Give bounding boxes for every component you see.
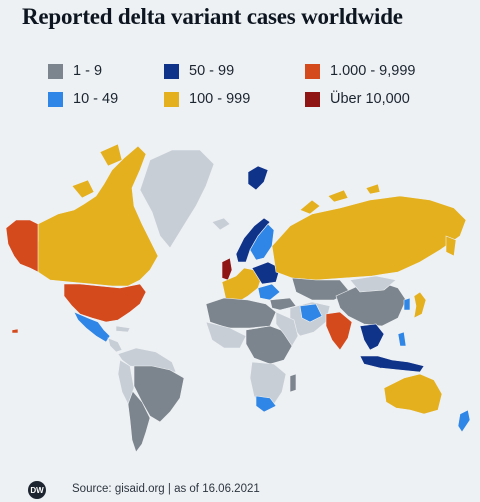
legend-swatch-10-49 <box>48 91 63 107</box>
map-title: Reported delta variant cases worldwide <box>22 4 403 29</box>
legend-item-100-999: 100 - 999 <box>164 90 250 108</box>
region-indonesia <box>359 355 425 373</box>
region-turkey <box>269 297 297 311</box>
region-mongolia <box>349 275 397 293</box>
region-svalbard <box>247 165 269 191</box>
region-iceland <box>211 217 231 231</box>
region-south-africa <box>255 395 277 413</box>
legend-label-1000-9999: 1.000 - 9,999 <box>330 63 416 79</box>
region-madagascar <box>289 373 297 393</box>
legend-label-100-999: 100 - 999 <box>189 91 251 107</box>
region-north-africa <box>205 297 277 329</box>
region-andes <box>117 359 135 405</box>
region-philippines <box>397 331 407 347</box>
region-australia <box>383 373 443 415</box>
region-uk <box>221 257 233 281</box>
region-russia <box>271 195 467 281</box>
region-hawaii <box>11 328 19 334</box>
region-iran <box>299 303 323 323</box>
legend-label-1-9: 1 - 9 <box>73 63 103 79</box>
legend-label-10-49: 10 - 49 <box>73 91 119 107</box>
region-central-africa <box>245 325 293 365</box>
legend-swatch-over-10000 <box>305 91 320 107</box>
region-central-america <box>107 337 123 353</box>
legend-swatch-100-999 <box>164 91 179 107</box>
legend-swatch-1-9 <box>48 63 63 79</box>
region-south-america-south <box>127 387 151 453</box>
region-canada-arctic <box>71 143 123 199</box>
legend-item-1000-9999: 1.000 - 9,999 <box>305 62 415 80</box>
region-west-africa <box>205 321 247 349</box>
legend-item-over-10000: Über 10,000 <box>305 90 410 108</box>
region-korea <box>403 297 411 311</box>
footer: DW Source: gisaid.org | as of 16.06.2021 <box>0 478 480 502</box>
region-east-africa <box>275 311 299 347</box>
region-usa <box>63 283 147 323</box>
region-kamchatka <box>445 235 457 257</box>
legend-item-10-49: 10 - 49 <box>48 90 118 108</box>
region-brazil <box>133 365 185 423</box>
legend: 1 - 9 50 - 99 1.000 - 9,999 10 - 49 100 … <box>0 0 480 120</box>
legend-item-1-9: 1 - 9 <box>48 62 102 80</box>
region-caribbean <box>115 325 131 333</box>
region-southeast-asia <box>359 323 385 351</box>
legend-label-50-99: 50 - 99 <box>189 63 235 79</box>
region-new-zealand <box>457 409 471 433</box>
region-japan <box>413 291 427 319</box>
region-southeast-europe <box>257 283 281 301</box>
region-alaska <box>5 219 39 273</box>
world-map <box>5 143 471 453</box>
legend-swatch-1000-9999 <box>305 63 320 79</box>
region-russian-arctic <box>299 183 381 215</box>
region-eastern-europe <box>251 261 281 285</box>
source-note: Source: gisaid.org | as of 16.06.2021 <box>72 483 260 495</box>
region-greenland <box>139 149 215 249</box>
region-canada <box>35 145 159 287</box>
legend-swatch-50-99 <box>164 63 179 79</box>
dw-logo: DW <box>28 481 46 499</box>
legend-item-50-99: 50 - 99 <box>164 62 234 80</box>
legend-label-over-10000: Über 10,000 <box>330 91 410 107</box>
region-india <box>325 311 353 351</box>
region-sweden-finland <box>249 223 275 261</box>
